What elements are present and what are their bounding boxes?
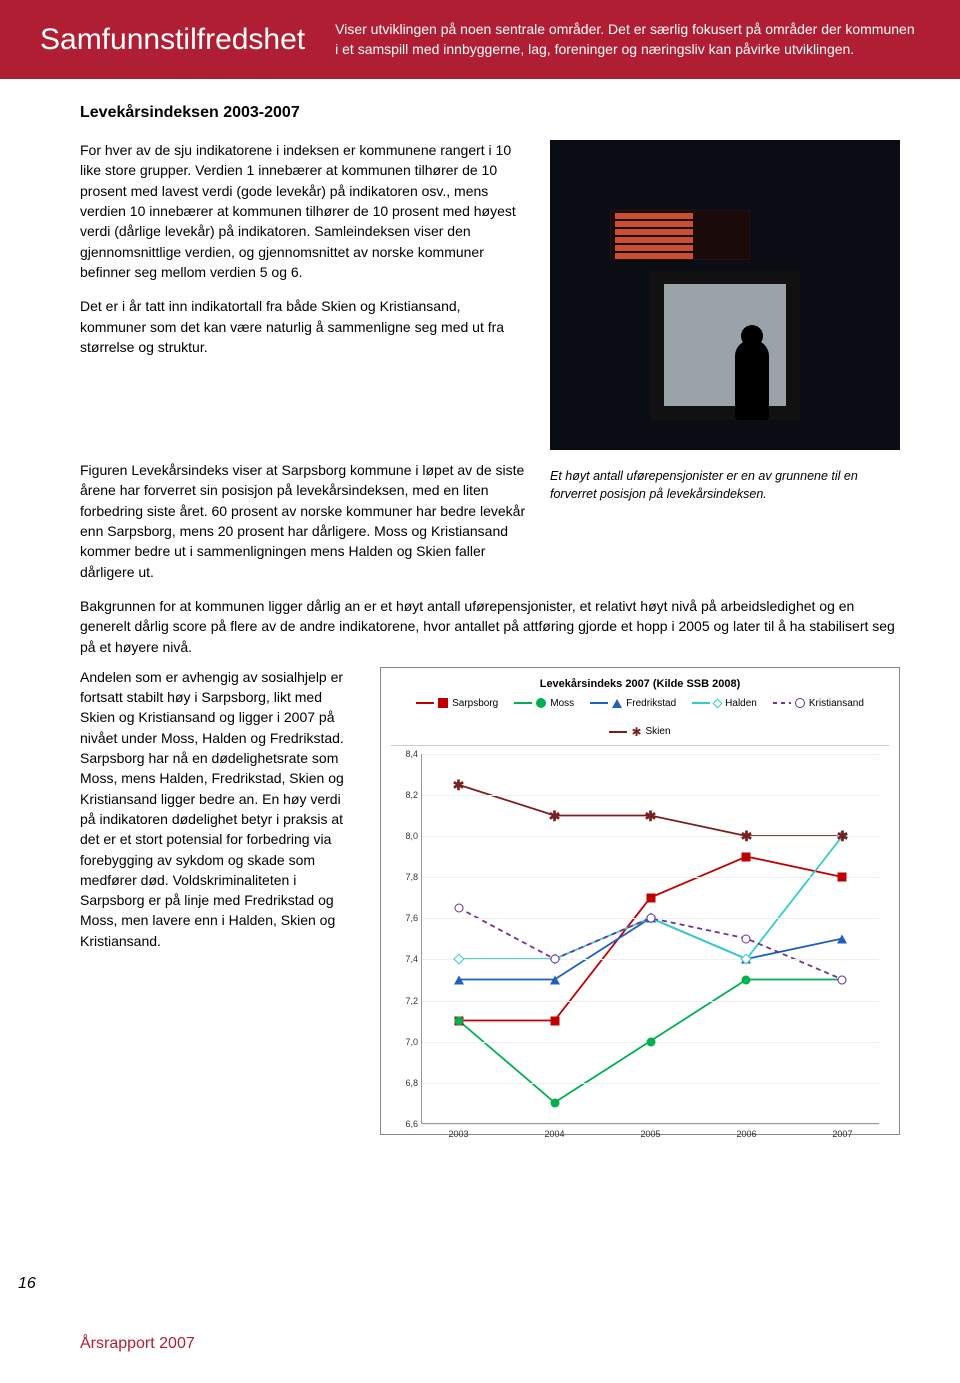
- chart-marker: [742, 852, 751, 861]
- chart-ytick: 8,4: [392, 749, 418, 759]
- chart-marker: [838, 975, 847, 984]
- page-header: Samfunnstilfredshet Viser utviklingen på…: [0, 0, 960, 79]
- chart-ytick: 6,6: [392, 1119, 418, 1129]
- chart-plot-area: 8,48,28,07,87,67,47,27,06,86,62003200420…: [421, 754, 879, 1124]
- silhouette-body: [735, 340, 769, 420]
- chart-marker: ✱: [741, 831, 753, 841]
- legend-item: Kristiansand: [773, 698, 864, 709]
- chart-gridline: [422, 836, 879, 837]
- chart-marker: [646, 914, 655, 923]
- chart-marker: [837, 934, 847, 943]
- content-area: Levekårsindeksen 2003-2007 For hver av d…: [0, 79, 960, 1135]
- chart-marker: ✱: [645, 811, 657, 821]
- chart-xtick: 2005: [640, 1129, 660, 1139]
- chart-marker: ✱: [549, 811, 561, 821]
- mid-two-col: Figuren Levekårsindeks viser at Sarpsbor…: [80, 460, 900, 596]
- header-intro-text: Viser utviklingen på noen sentrale områd…: [335, 20, 920, 59]
- chart-ytick: 6,8: [392, 1078, 418, 1088]
- section-subhead: Levekårsindeksen 2003-2007: [80, 104, 900, 122]
- chart-gridline: [422, 1083, 879, 1084]
- chart-gridline: [422, 754, 879, 755]
- photo-placeholder: [550, 140, 900, 450]
- chart-title: Levekårsindeks 2007 (Kilde SSB 2008): [391, 678, 889, 690]
- chart-marker: [646, 893, 655, 902]
- chart-marker: [838, 873, 847, 882]
- chart-gridline: [422, 877, 879, 878]
- chart-ytick: 8,0: [392, 831, 418, 841]
- chart-marker: [550, 1017, 559, 1026]
- paragraph-1: For hver av de sju indikatorene i indeks…: [80, 140, 530, 282]
- photo-caption: Et høyt antall uførepensjonister er en a…: [550, 468, 900, 503]
- chart-marker: [453, 954, 464, 965]
- chart-marker: [550, 975, 560, 984]
- chart-gridline: [422, 795, 879, 796]
- chart-legend: Sarpsborg Moss Fredrikstad Halden Kristiansa…: [391, 698, 889, 746]
- chart-gridline: [422, 1001, 879, 1002]
- paragraph-4: Andelen som er avhengig av sosialhjelp e…: [80, 667, 360, 951]
- chart-xtick: 2003: [449, 1129, 469, 1139]
- chart-marker: [454, 975, 464, 984]
- legend-item: Sarpsborg: [416, 698, 498, 709]
- chart-marker: ✱: [837, 831, 849, 841]
- mid-text: Figuren Levekårsindeks viser at Sarpsbor…: [80, 460, 530, 596]
- top-two-col: For hver av de sju indikatorene i indeks…: [80, 140, 900, 450]
- chart-ytick: 7,8: [392, 872, 418, 882]
- chart-marker: [742, 975, 751, 984]
- page-title: Samfunnstilfredshet: [40, 23, 305, 57]
- chart-xtick: 2004: [545, 1129, 565, 1139]
- chart-marker: [742, 934, 751, 943]
- legend-item: Halden: [692, 698, 757, 709]
- chart-marker: ✱: [453, 780, 465, 790]
- footer-label: Årsrapport 2007: [80, 1335, 195, 1353]
- bottom-left-text: Andelen som er avhengig av sosialhjelp e…: [80, 667, 360, 965]
- legend-item: Fredrikstad: [590, 698, 676, 709]
- chart-xtick: 2007: [832, 1129, 852, 1139]
- chart-marker: [454, 1017, 463, 1026]
- chart-xtick: 2006: [736, 1129, 756, 1139]
- chart-marker: [550, 1099, 559, 1108]
- chart-ytick: 7,0: [392, 1037, 418, 1047]
- left-text-col: For hver av de sju indikatorene i indeks…: [80, 140, 530, 450]
- chart-ytick: 7,6: [392, 913, 418, 923]
- departure-board-graphic: [610, 210, 750, 260]
- paragraph-1b: Det er i år tatt inn indikatortall fra b…: [80, 296, 530, 357]
- chart-gridline: [422, 959, 879, 960]
- chart-ytick: 7,4: [392, 954, 418, 964]
- chart-marker: [454, 904, 463, 913]
- chart-marker: [646, 1037, 655, 1046]
- paragraph-2: Figuren Levekårsindeks viser at Sarpsbor…: [80, 460, 530, 582]
- caption-col: Et høyt antall uførepensjonister er en a…: [550, 460, 900, 503]
- chart-ytick: 7,2: [392, 996, 418, 1006]
- legend-item: Moss: [514, 698, 574, 709]
- levekar-chart: Levekårsindeks 2007 (Kilde SSB 2008) Sar…: [380, 667, 900, 1135]
- chart-gridline: [422, 1124, 879, 1125]
- chart-marker: [550, 955, 559, 964]
- chart-ytick: 8,2: [392, 790, 418, 800]
- legend-item: ✱Skien: [609, 725, 670, 739]
- doorway-graphic: [650, 270, 800, 420]
- paragraph-3: Bakgrunnen for at kommunen ligger dårlig…: [80, 596, 900, 657]
- bottom-two-col: Andelen som er avhengig av sosialhjelp e…: [80, 667, 900, 1135]
- page-number: 16: [18, 1275, 36, 1293]
